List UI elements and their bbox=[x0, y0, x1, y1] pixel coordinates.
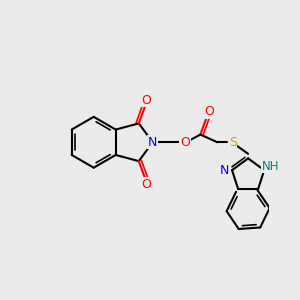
Text: NH: NH bbox=[262, 160, 279, 173]
Text: O: O bbox=[180, 136, 190, 149]
Text: O: O bbox=[142, 178, 152, 191]
Text: N: N bbox=[220, 164, 229, 177]
Text: N: N bbox=[148, 136, 157, 149]
Text: O: O bbox=[204, 105, 214, 118]
Text: O: O bbox=[142, 94, 152, 107]
Text: S: S bbox=[229, 136, 237, 149]
